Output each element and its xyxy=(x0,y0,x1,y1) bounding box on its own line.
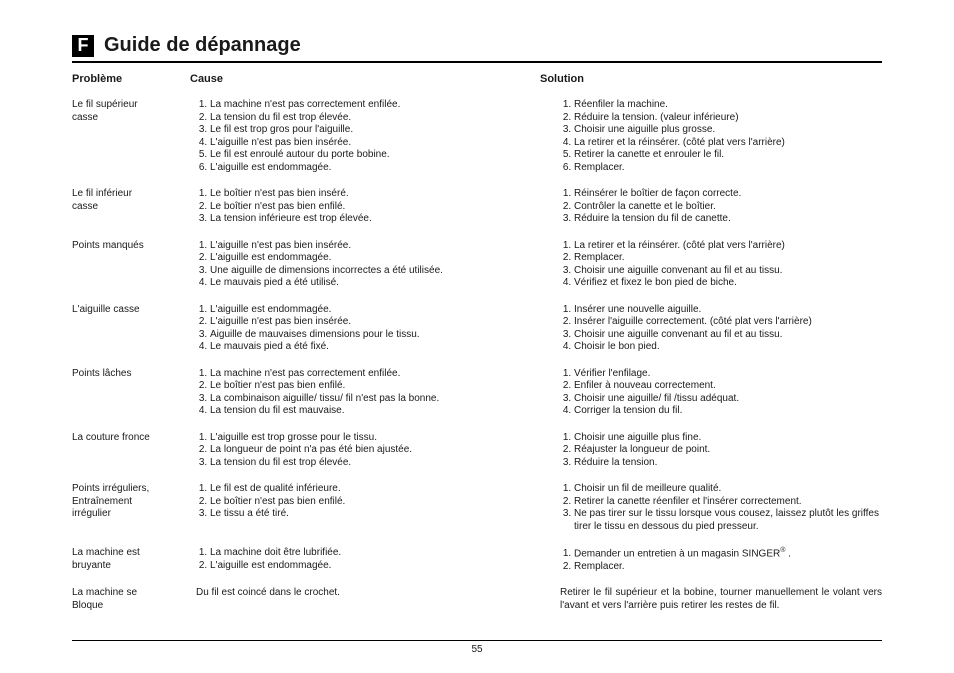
problem-cell: La machine estbruyante xyxy=(72,547,196,573)
problem-cell: Points manqués xyxy=(72,240,196,290)
page-footer: 55 xyxy=(72,640,882,655)
problem-cell: La machine seBloque xyxy=(72,587,196,612)
page-number: 55 xyxy=(471,644,482,655)
cause-cell: La machine n'est pas correctement enfilé… xyxy=(196,368,560,418)
header-problem: Problème xyxy=(72,73,190,85)
table-row: La couture fronceL'aiguille est trop gro… xyxy=(72,432,882,470)
table-row: Points manquésL'aiguille n'est pas bien … xyxy=(72,240,882,290)
language-badge: F xyxy=(72,35,94,57)
header-solution: Solution xyxy=(540,73,882,85)
header-cause: Cause xyxy=(190,73,540,85)
problem-cell: Points lâches xyxy=(72,368,196,418)
table-row: Le fil inférieurcasseLe boîtier n'est pa… xyxy=(72,188,882,226)
column-headers: Problème Cause Solution xyxy=(72,73,882,85)
troubleshooting-table: Le fil supérieurcasseLa machine n'est pa… xyxy=(72,85,882,640)
table-row: La machine estbruyanteLa machine doit êt… xyxy=(72,547,882,573)
table-row: Le fil supérieurcasseLa machine n'est pa… xyxy=(72,99,882,174)
title-row: F Guide de dépannage xyxy=(72,34,882,63)
solution-cell: Insérer une nouvelle aiguille.Insérer l'… xyxy=(560,304,882,354)
solution-cell: Vérifier l'enfilage.Enfiler à nouveau co… xyxy=(560,368,882,418)
table-row: La machine seBloqueDu fil est coincé dan… xyxy=(72,587,882,612)
solution-cell: Demander un entretien à un magasin SINGE… xyxy=(560,547,882,573)
solution-cell: Retirer le fil supérieur et la bobine, t… xyxy=(560,587,882,612)
cause-cell: Le fil est de qualité inférieure.Le boît… xyxy=(196,483,560,533)
manual-page: F Guide de dépannage Problème Cause Solu… xyxy=(0,0,954,673)
problem-cell: L'aiguille casse xyxy=(72,304,196,354)
table-row: L'aiguille casseL'aiguille est endommagé… xyxy=(72,304,882,354)
cause-cell: L'aiguille est trop grosse pour le tissu… xyxy=(196,432,560,470)
table-row: Points lâchesLa machine n'est pas correc… xyxy=(72,368,882,418)
problem-cell: La couture fronce xyxy=(72,432,196,470)
cause-cell: L'aiguille est endommagée.L'aiguille n'e… xyxy=(196,304,560,354)
solution-cell: La retirer et la réinsérer. (côté plat v… xyxy=(560,240,882,290)
solution-cell: Réenfiler la machine.Réduire la tension.… xyxy=(560,99,882,174)
page-title: Guide de dépannage xyxy=(104,34,301,57)
cause-cell: La machine doit être lubrifiée.L'aiguill… xyxy=(196,547,560,573)
cause-cell: Le boîtier n'est pas bien inséré.Le boît… xyxy=(196,188,560,226)
problem-cell: Points irréguliers,Entraînementirrégulie… xyxy=(72,483,196,533)
solution-cell: Réinsérer le boîtier de façon correcte.C… xyxy=(560,188,882,226)
solution-cell: Choisir un fil de meilleure qualité.Reti… xyxy=(560,483,882,533)
table-row: Points irréguliers,Entraînementirrégulie… xyxy=(72,483,882,533)
cause-cell: Du fil est coincé dans le crochet. xyxy=(196,587,560,612)
solution-cell: Choisir une aiguille plus fine.Réajuster… xyxy=(560,432,882,470)
cause-cell: L'aiguille n'est pas bien insérée.L'aigu… xyxy=(196,240,560,290)
cause-cell: La machine n'est pas correctement enfilé… xyxy=(196,99,560,174)
problem-cell: Le fil supérieurcasse xyxy=(72,99,196,174)
problem-cell: Le fil inférieurcasse xyxy=(72,188,196,226)
